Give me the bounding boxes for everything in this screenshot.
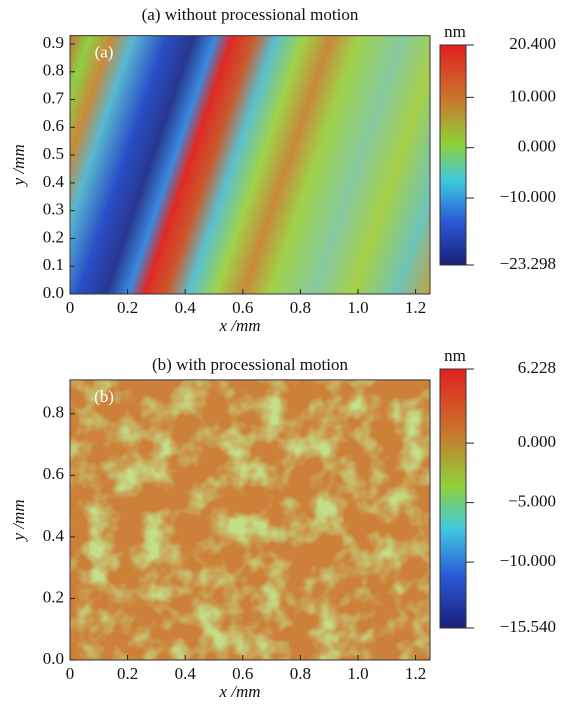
y-tick-label: 0.6: [43, 116, 64, 135]
colorbar-tick-label: 0.000: [518, 432, 556, 451]
y-axis-label: y /mm: [9, 499, 28, 542]
y-tick-label: 0.2: [43, 227, 64, 246]
colorbar-tick-label: 20.400: [509, 34, 556, 53]
x-tick-label: 0.4: [175, 664, 197, 683]
x-tick-label: 1.2: [405, 664, 426, 683]
x-tick-label: 0.6: [232, 664, 253, 683]
x-tick-label: 0.8: [290, 298, 311, 317]
colorbar-tick-label: −5.000: [508, 491, 556, 510]
x-tick-label: 0: [66, 664, 75, 683]
colorbar-tick-label: 6.228: [518, 358, 556, 377]
plot-frame: [69, 379, 431, 661]
y-tick-label: 0.5: [43, 144, 64, 163]
y-tick-label: 0.3: [43, 200, 64, 219]
y-tick-label: 0.6: [43, 464, 64, 483]
surface-texture: [70, 379, 430, 660]
x-tick-label: 0: [66, 298, 75, 317]
x-tick-label: 1.2: [405, 298, 426, 317]
colorbar-tick-label: −10.000: [500, 187, 556, 206]
y-tick-label: 0.0: [43, 649, 64, 668]
colorbar-unit: nm: [444, 22, 466, 41]
x-tick-label: 1.0: [347, 298, 368, 317]
plot-frame: [69, 35, 431, 295]
y-tick-label: 0.4: [43, 172, 65, 191]
x-tick-label: 1.0: [347, 664, 368, 683]
panel-label: (a): [95, 43, 114, 62]
y-tick-label: 0.7: [43, 88, 65, 107]
x-tick-label: 0.4: [175, 298, 197, 317]
panel-title: (a) without processional motion: [142, 5, 359, 24]
panel-title: (b) with processional motion: [152, 355, 348, 374]
panel-label: (b): [94, 387, 114, 406]
colorbar-unit: nm: [444, 346, 466, 365]
y-tick-label: 0.1: [43, 255, 64, 274]
x-tick-label: 0.2: [117, 664, 138, 683]
x-axis-label: x /mm: [218, 316, 260, 335]
colorbar-tick-label: −23.298: [500, 254, 556, 273]
y-tick-label: 0.8: [43, 403, 64, 422]
y-tick-label: 0.8: [43, 61, 64, 80]
y-tick-label: 0.2: [43, 587, 64, 606]
colorbar: [439, 44, 467, 266]
colorbar-tick-label: −15.540: [500, 617, 556, 636]
y-tick-label: 0.4: [43, 526, 65, 545]
colorbar-tick-label: 0.000: [518, 137, 556, 156]
x-tick-label: 0.6: [232, 298, 253, 317]
x-axis-label: x /mm: [218, 682, 260, 701]
x-tick-label: 0.8: [290, 664, 311, 683]
colorbar-tick-label: −10.000: [500, 551, 556, 570]
colorbar-tick-label: 10.000: [509, 86, 556, 105]
colorbar: [439, 368, 467, 629]
y-tick-label: 0.0: [43, 283, 64, 302]
y-axis-label: y /mm: [9, 144, 28, 187]
surface-map: [70, 35, 430, 295]
y-tick-label: 0.9: [43, 33, 64, 52]
x-tick-label: 0.2: [117, 298, 138, 317]
